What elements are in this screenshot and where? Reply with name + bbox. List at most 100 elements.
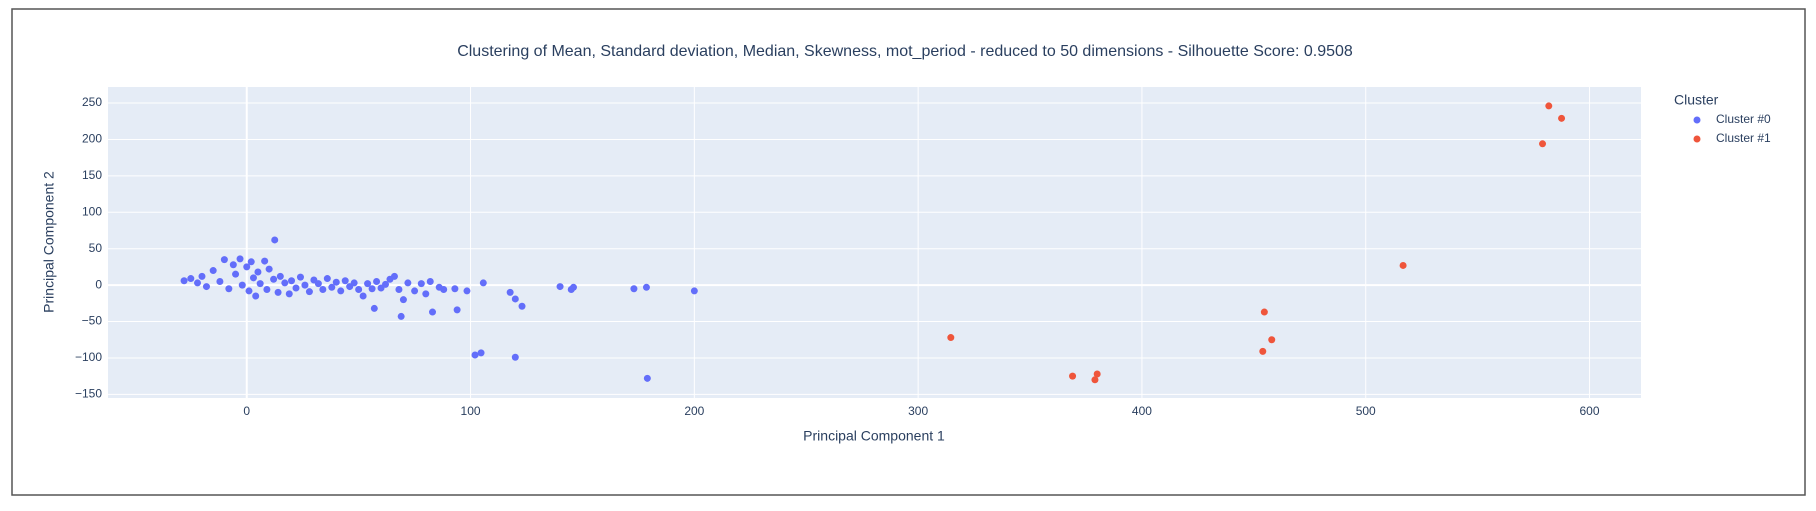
- point: [232, 270, 240, 278]
- legend-label: Cluster #1: [1716, 131, 1771, 145]
- y-tick-label: 250: [82, 95, 102, 109]
- point: [216, 277, 224, 285]
- point: [187, 275, 195, 283]
- point: [252, 292, 260, 300]
- x-tick-label: 100: [461, 404, 481, 418]
- legend-marker: [1693, 135, 1701, 143]
- point: [296, 273, 304, 281]
- point: [630, 285, 638, 293]
- legend-label: Cluster #0: [1716, 112, 1771, 126]
- point: [397, 312, 405, 320]
- point: [1091, 376, 1099, 384]
- point: [328, 283, 336, 291]
- point: [382, 280, 390, 288]
- y-tick-label: −100: [75, 350, 102, 364]
- point: [386, 275, 394, 283]
- point: [292, 284, 300, 292]
- point: [368, 285, 376, 293]
- legend-title: Cluster: [1674, 92, 1719, 108]
- point: [511, 295, 519, 303]
- x-tick-label: 300: [908, 404, 928, 418]
- point: [399, 296, 407, 304]
- point: [422, 290, 430, 298]
- point: [270, 275, 278, 283]
- point: [451, 285, 459, 293]
- point: [263, 285, 271, 293]
- point: [364, 280, 372, 288]
- legend-marker: [1693, 116, 1701, 124]
- point: [285, 290, 293, 298]
- point: [947, 334, 955, 342]
- y-tick-label: 0: [95, 277, 102, 291]
- point: [194, 279, 202, 287]
- x-tick-label: 0: [243, 404, 250, 418]
- point: [429, 308, 437, 316]
- point: [323, 275, 331, 283]
- point: [225, 285, 233, 293]
- point: [373, 277, 381, 285]
- point: [417, 280, 425, 288]
- y-tick-label: −50: [82, 314, 103, 328]
- y-tick-label: 150: [82, 168, 102, 182]
- point: [314, 280, 322, 288]
- point: [1558, 114, 1566, 122]
- point: [1268, 336, 1276, 344]
- point: [249, 274, 257, 282]
- point: [440, 285, 448, 293]
- point: [265, 265, 273, 273]
- point: [198, 272, 206, 280]
- point: [518, 302, 526, 310]
- chart-title: Clustering of Mean, Standard deviation, …: [457, 43, 1353, 60]
- x-tick-label: 500: [1356, 404, 1376, 418]
- point: [305, 288, 313, 296]
- point: [477, 349, 485, 357]
- point: [319, 285, 327, 293]
- point: [1259, 347, 1267, 355]
- x-tick-label: 600: [1580, 404, 1600, 418]
- point: [243, 263, 251, 271]
- point: [180, 277, 188, 285]
- point: [341, 277, 349, 285]
- y-tick-label: 200: [82, 132, 102, 146]
- point: [395, 285, 403, 293]
- point: [1539, 140, 1547, 148]
- point: [288, 277, 296, 285]
- point: [276, 272, 284, 280]
- point: [643, 374, 651, 382]
- y-axis-label: Principal Component 2: [41, 171, 57, 313]
- point: [506, 288, 514, 296]
- point: [236, 255, 244, 263]
- x-tick-label: 400: [1132, 404, 1152, 418]
- point: [1093, 370, 1101, 378]
- point: [569, 283, 577, 291]
- point: [245, 287, 253, 295]
- point: [463, 287, 471, 295]
- point: [350, 279, 358, 287]
- point: [281, 279, 289, 287]
- point: [254, 268, 262, 276]
- point: [1399, 261, 1407, 269]
- plot-area: [108, 87, 1641, 398]
- point: [271, 236, 279, 244]
- point: [247, 258, 255, 266]
- y-tick-label: −150: [75, 387, 102, 401]
- point: [209, 267, 217, 275]
- x-tick-label: 200: [684, 404, 704, 418]
- point: [355, 285, 363, 293]
- y-tick-label: 100: [82, 204, 102, 218]
- point: [411, 287, 419, 295]
- point: [1069, 372, 1077, 380]
- point: [471, 351, 479, 359]
- point: [556, 283, 564, 291]
- point: [404, 279, 412, 287]
- point: [301, 281, 309, 289]
- point: [229, 261, 237, 269]
- point: [261, 257, 269, 265]
- point: [337, 287, 345, 295]
- point: [511, 353, 519, 361]
- point: [274, 288, 282, 296]
- point: [642, 283, 650, 291]
- point: [332, 278, 340, 286]
- point: [690, 287, 698, 295]
